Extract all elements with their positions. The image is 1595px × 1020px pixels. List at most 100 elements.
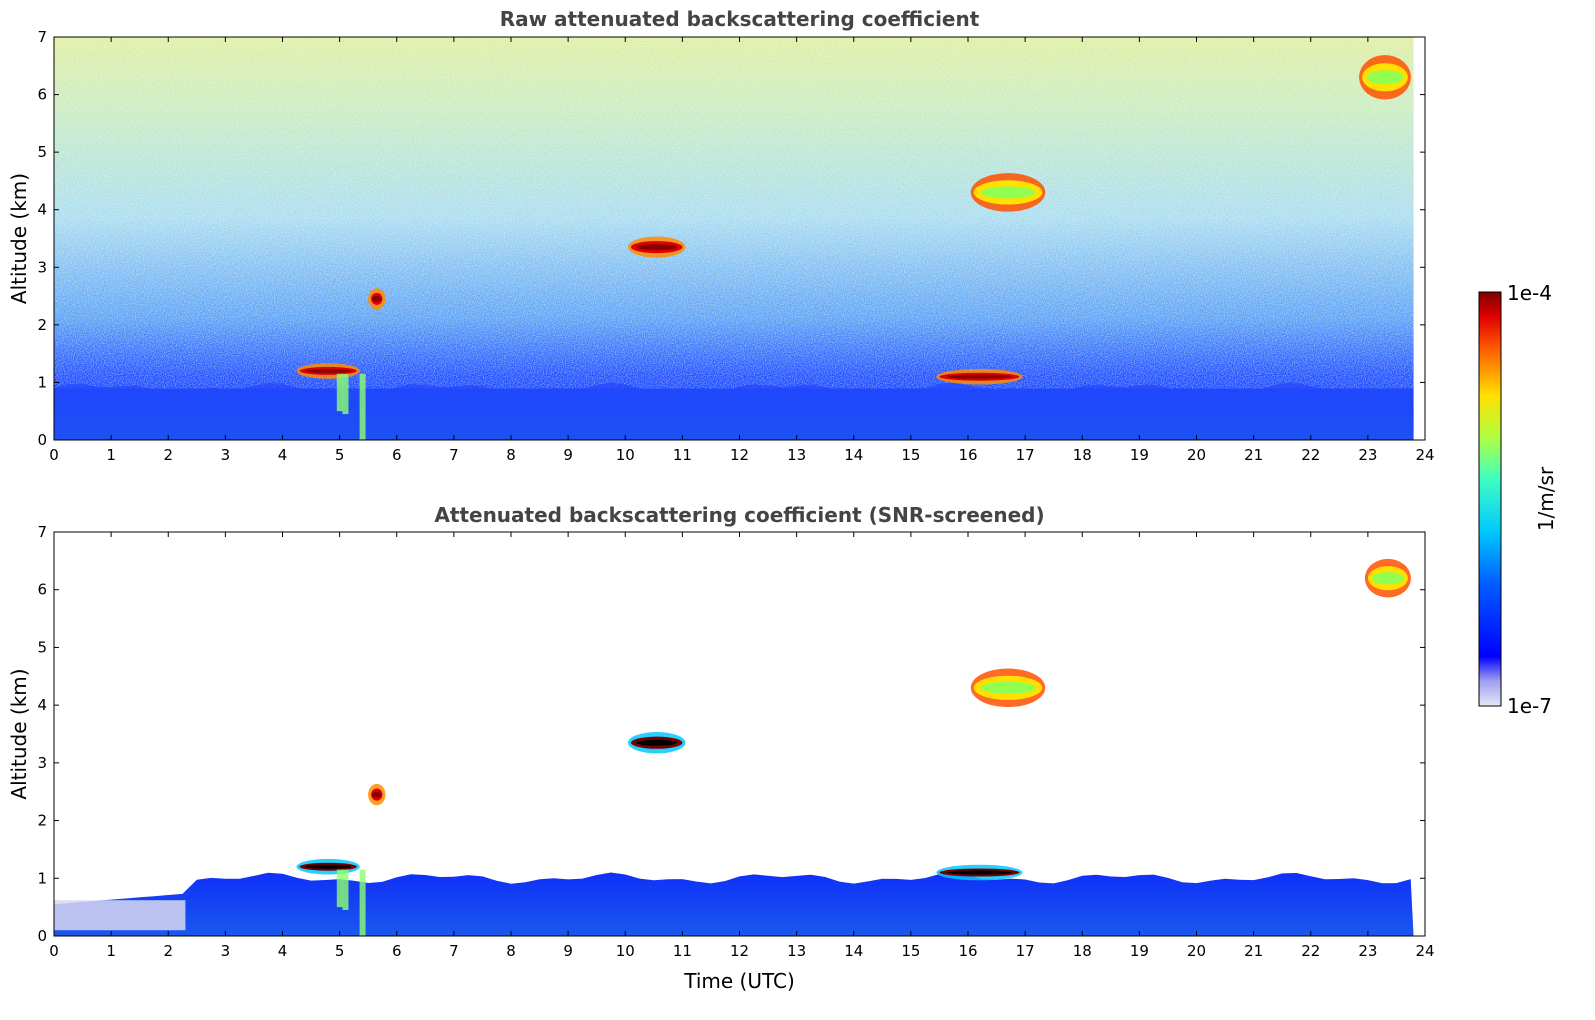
x-tick-label: 19 — [1130, 942, 1149, 960]
screened-backscatter-panel: Attenuated backscattering coefficient (S… — [7, 503, 1435, 993]
x-tick-label: 13 — [787, 446, 806, 464]
cloud-center — [372, 791, 382, 798]
cloud-center — [372, 295, 382, 302]
x-tick-label: 1 — [106, 446, 116, 464]
y-axis-label: Altitude (km) — [7, 173, 31, 304]
x-tick-label: 9 — [563, 446, 573, 464]
x-tick-label: 1 — [106, 942, 116, 960]
colorbar-gradient — [1478, 291, 1502, 707]
x-tick-label: 10 — [616, 446, 635, 464]
y-tick-label: 3 — [37, 754, 47, 772]
raw-backscatter-panel: Raw attenuated backscattering coefficien… — [7, 7, 1435, 464]
precip-streak — [336, 373, 343, 412]
x-tick-label: 20 — [1187, 446, 1206, 464]
x-tick-label: 19 — [1130, 446, 1149, 464]
x-tick-label: 12 — [730, 942, 749, 960]
x-tick-label: 24 — [1415, 942, 1434, 960]
x-tick-label: 8 — [506, 942, 516, 960]
y-tick-label: 2 — [37, 316, 47, 334]
x-tick-label: 14 — [844, 942, 863, 960]
x-tick-label: 8 — [506, 446, 516, 464]
x-tick-label: 13 — [787, 942, 806, 960]
cloud-center — [980, 681, 1036, 694]
precip-streak — [336, 869, 343, 908]
y-tick-label: 4 — [37, 696, 47, 714]
y-tick-label: 2 — [37, 812, 47, 830]
x-tick-label: 10 — [616, 942, 635, 960]
x-tick-label: 9 — [563, 942, 573, 960]
y-tick-label: 4 — [37, 201, 47, 219]
x-tick-label: 16 — [958, 446, 977, 464]
precip-streak — [342, 869, 349, 910]
x-tick-label: 16 — [958, 942, 977, 960]
cloud-center — [305, 368, 352, 373]
x-tick-label: 4 — [278, 446, 288, 464]
y-tick-label: 3 — [37, 258, 47, 276]
y-tick-label: 0 — [37, 431, 47, 449]
low-signal-region — [54, 900, 186, 931]
x-tick-label: 23 — [1358, 942, 1377, 960]
x-axis-label: Time (UTC) — [683, 969, 795, 993]
y-tick-label: 0 — [37, 927, 47, 945]
x-tick-label: 6 — [392, 446, 402, 464]
y-tick-label: 5 — [37, 143, 47, 161]
x-tick-label: 17 — [1016, 942, 1035, 960]
y-axis-label: Altitude (km) — [7, 668, 31, 799]
y-tick-label: 7 — [37, 28, 47, 46]
cloud-center — [305, 864, 352, 869]
colorbar-unit-label: 1/m/sr — [1534, 466, 1558, 531]
cloud-center — [980, 186, 1036, 199]
cloud-center — [1371, 572, 1404, 585]
x-tick-label: 3 — [221, 942, 231, 960]
x-tick-label: 7 — [449, 942, 459, 960]
x-tick-label: 17 — [1016, 446, 1035, 464]
y-tick-label: 5 — [37, 638, 47, 656]
boundary-layer — [54, 382, 1414, 440]
x-tick-label: 4 — [278, 942, 288, 960]
x-tick-label: 20 — [1187, 942, 1206, 960]
colorbar-min-label: 1e-7 — [1507, 694, 1552, 718]
cloud-center — [636, 244, 678, 251]
precip-streak — [342, 373, 349, 415]
cloud-center — [947, 374, 1012, 379]
x-tick-label: 11 — [673, 446, 692, 464]
y-tick-label: 7 — [37, 523, 47, 541]
x-tick-label: 7 — [449, 446, 459, 464]
boundary-layer — [54, 872, 1414, 936]
x-tick-label: 22 — [1301, 446, 1320, 464]
x-tick-label: 18 — [1073, 446, 1092, 464]
x-tick-label: 5 — [335, 446, 345, 464]
precip-streak — [359, 869, 366, 936]
x-tick-label: 15 — [901, 446, 920, 464]
y-tick-label: 1 — [37, 373, 47, 391]
precip-streak — [359, 373, 366, 440]
x-tick-label: 15 — [901, 942, 920, 960]
x-tick-label: 23 — [1358, 446, 1377, 464]
colorbar-max-label: 1e-4 — [1507, 281, 1552, 305]
x-tick-label: 0 — [49, 942, 59, 960]
chart-title: Raw attenuated backscattering coefficien… — [500, 7, 980, 31]
y-tick-label: 1 — [37, 869, 47, 887]
x-tick-label: 11 — [673, 942, 692, 960]
x-tick-label: 24 — [1415, 446, 1434, 464]
x-tick-label: 22 — [1301, 942, 1320, 960]
x-tick-label: 21 — [1244, 942, 1263, 960]
x-tick-label: 0 — [49, 446, 59, 464]
y-tick-label: 6 — [37, 86, 47, 104]
x-tick-label: 12 — [730, 446, 749, 464]
cloud-center — [947, 870, 1012, 875]
cloud-center — [1366, 70, 1404, 85]
x-tick-label: 14 — [844, 446, 863, 464]
noise-speckle — [54, 37, 1414, 389]
x-tick-label: 5 — [335, 942, 345, 960]
x-tick-label: 3 — [221, 446, 231, 464]
x-tick-label: 2 — [163, 446, 173, 464]
cloud-center — [636, 739, 678, 746]
y-tick-label: 6 — [37, 581, 47, 599]
x-tick-label: 6 — [392, 942, 402, 960]
x-tick-label: 21 — [1244, 446, 1263, 464]
x-tick-label: 18 — [1073, 942, 1092, 960]
colorbar: 1e-4 1e-7 1/m/sr — [1478, 281, 1558, 718]
x-tick-label: 2 — [163, 942, 173, 960]
